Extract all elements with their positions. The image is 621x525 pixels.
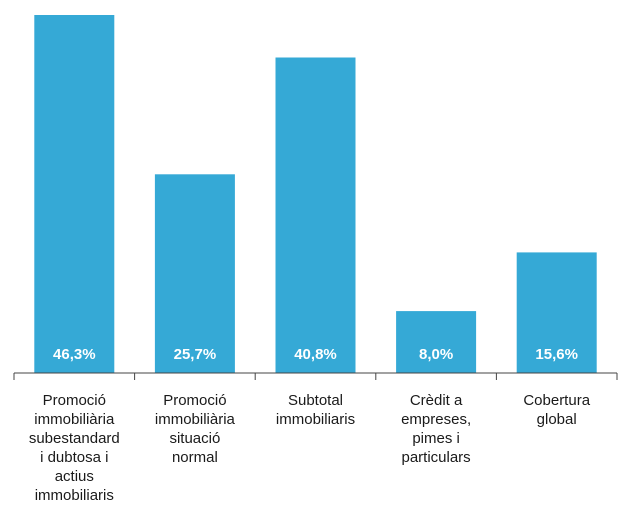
category-label-line: immobiliaris <box>34 487 114 504</box>
category-label-line: Cobertura <box>523 392 591 409</box>
category-label-line: empreses, <box>401 411 472 428</box>
category-label-line: global <box>536 411 577 428</box>
bar <box>34 15 115 373</box>
bar <box>516 252 597 373</box>
category-label: Subtotal immobiliaris <box>261 391 371 429</box>
category-label-line: actius <box>54 468 94 485</box>
bar-value-label: 40,8% <box>294 346 337 363</box>
bars-group <box>34 15 597 373</box>
category-label-line: immobiliària <box>154 411 235 428</box>
category-label: Cobertura global <box>502 391 612 429</box>
category-label: Promoció immobiliària situació normal <box>140 391 250 467</box>
category-label-line: subestandard <box>28 430 120 447</box>
bar-value-label: 25,7% <box>174 346 217 363</box>
category-label-line: normal <box>171 449 218 466</box>
bar <box>275 57 356 373</box>
category-label-line: Promoció <box>163 392 227 409</box>
category-label-line: particulars <box>401 449 471 466</box>
bar-value-label: 15,6% <box>535 346 578 363</box>
category-label-line: Promoció <box>42 392 106 409</box>
bar <box>396 311 477 373</box>
category-label-line: Subtotal <box>287 392 344 409</box>
category-label: Promoció immobiliària subestandard i dubtos… <box>19 391 129 505</box>
bar-value-label: 8,0% <box>419 346 453 363</box>
bar-value-labels: 46,3% 25,7% 40,8% 8,0% 15,6% <box>53 346 578 363</box>
category-label-line: immobiliària <box>34 411 115 428</box>
category-label-line: situació <box>169 430 221 447</box>
category-label-line: pimes i <box>412 430 460 447</box>
bar-value-label: 46,3% <box>53 346 96 363</box>
category-label: Crèdit a empreses, pimes i particulars <box>381 391 491 467</box>
bar <box>154 174 235 373</box>
category-label-line: Crèdit a <box>409 392 463 409</box>
category-label-line: i dubtosa i <box>40 449 109 466</box>
category-label-line: immobiliaris <box>275 411 356 428</box>
x-axis <box>13 372 618 380</box>
